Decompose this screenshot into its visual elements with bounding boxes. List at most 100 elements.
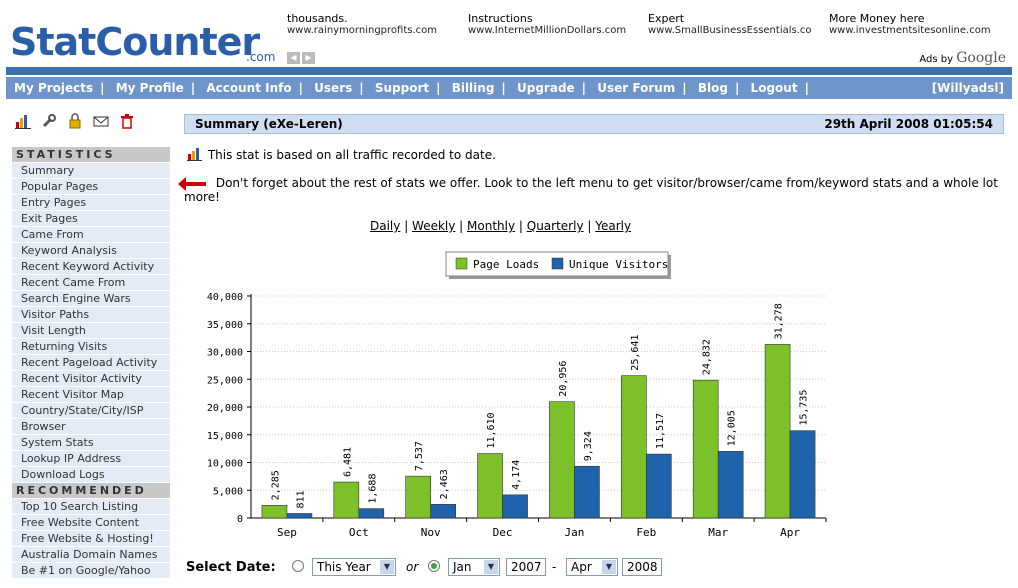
sidebar-item-popular-pages[interactable]: Popular Pages — [12, 179, 170, 194]
period-monthly[interactable]: Monthly — [467, 219, 516, 233]
bar-chart-icon[interactable] — [15, 113, 31, 129]
sidebar-item-lookup-ip-address[interactable]: Lookup IP Address — [12, 451, 170, 466]
sidebar-item-browser[interactable]: Browser — [12, 419, 170, 434]
nav-users[interactable]: Users — [314, 81, 353, 95]
x-tick-label: Nov — [421, 526, 441, 539]
nav-upgrade[interactable]: Upgrade — [517, 81, 575, 95]
statcounter-logo[interactable]: StatCounter .com — [10, 20, 280, 70]
period-quarterly[interactable]: Quarterly — [526, 219, 584, 233]
sidebar-item-download-logs[interactable]: Download Logs — [12, 467, 170, 482]
y-tick-label: 25,000 — [207, 375, 243, 386]
trash-icon[interactable] — [119, 113, 135, 129]
bar-unique-visitors — [502, 494, 528, 519]
ad-4[interactable]: More Money here www.investmentsitesonlin… — [829, 12, 1018, 36]
sidebar-item-visit-length[interactable]: Visit Length — [12, 323, 170, 338]
bar-page-loads — [621, 375, 647, 519]
ad-3[interactable]: Expert www.SmallBusinessEssentials.co — [648, 12, 838, 36]
bar-value-label: 811 — [295, 490, 306, 508]
sidebar-item-returning-visits[interactable]: Returning Visits — [12, 339, 170, 354]
bar-value-label: 24,832 — [702, 339, 713, 375]
recommended-item-top-10-search-listing[interactable]: Top 10 Search Listing — [12, 499, 170, 514]
sidebar-item-recent-visitor-activity[interactable]: Recent Visitor Activity — [12, 371, 170, 386]
sidebar-item-search-engine-wars[interactable]: Search Engine Wars — [12, 291, 170, 306]
sidebar-item-entry-pages[interactable]: Entry Pages — [12, 195, 170, 210]
ad-4-url[interactable]: www.investmentsitesonline.com — [829, 25, 991, 36]
google-label: Google — [956, 50, 1006, 66]
nav-blog[interactable]: Blog — [697, 81, 728, 95]
lock-icon[interactable] — [67, 113, 83, 129]
legend-swatch — [551, 257, 564, 270]
recommended-item-free-website-hosting[interactable]: Free Website & Hosting! — [12, 531, 170, 546]
bar-value-label: 2,285 — [270, 470, 281, 500]
chevron-down-icon: ▼ — [380, 560, 394, 574]
next-ad-icon[interactable]: ▶ — [302, 52, 315, 64]
bar-value-label: 2,463 — [439, 469, 450, 499]
preset-select[interactable]: This Year ▼ — [312, 558, 396, 576]
ad-2-url[interactable]: www.InternetMillionDollars.com — [468, 25, 627, 36]
recommended-item-australia-domain-names[interactable]: Australia Domain Names — [12, 547, 170, 562]
sidebar-item-keyword-analysis[interactable]: Keyword Analysis — [12, 243, 170, 258]
sidebar-item-summary[interactable]: Summary — [12, 163, 170, 178]
envelope-icon[interactable] — [93, 113, 109, 129]
top-accent-bar — [6, 67, 1012, 75]
nav-account-info[interactable]: Account Info — [206, 81, 292, 95]
preset-radio[interactable] — [292, 560, 304, 572]
sidebar-item-recent-came-from[interactable]: Recent Came From — [12, 275, 170, 290]
period-weekly[interactable]: Weekly — [412, 219, 456, 233]
to-year-field[interactable]: 2008 — [622, 558, 662, 576]
ad-3-url[interactable]: www.SmallBusinessEssentials.co — [648, 25, 812, 36]
x-tick-label: Sep — [277, 526, 297, 539]
date-selector: Select Date: This Year ▼ or Jan ▼ 2007 -… — [186, 556, 1016, 580]
sidebar-item-recent-pageload-activity[interactable]: Recent Pageload Activity — [12, 355, 170, 370]
bar-unique-visitors — [717, 451, 744, 519]
bar-value-label: 11,610 — [486, 412, 497, 448]
ads-by-google[interactable]: Ads by Google — [919, 50, 1006, 66]
period-links: Daily | Weekly | Monthly | Quarterly | Y… — [370, 219, 632, 233]
nav-my-profile[interactable]: My Profile — [115, 81, 184, 95]
nav-user-forum[interactable]: User Forum — [597, 81, 676, 95]
x-tick-label: Oct — [349, 526, 369, 539]
prev-ad-icon[interactable]: ◀ — [287, 52, 300, 64]
sidebar-item-visitor-paths[interactable]: Visitor Paths — [12, 307, 170, 322]
nav-billing[interactable]: Billing — [451, 81, 495, 95]
wrench-icon[interactable] — [41, 113, 57, 129]
nav-username[interactable]: [Willyadsl] — [931, 81, 1004, 95]
sidebar-item-system-stats[interactable]: System Stats — [12, 435, 170, 450]
nav-logout[interactable]: Logout — [750, 81, 798, 95]
recommended-header: RECOMMENDED — [12, 483, 170, 498]
traffic-note: This stat is based on all traffic record… — [186, 147, 496, 162]
sidebar-item-country-state-city-isp[interactable]: Country/State/City/ISP — [12, 403, 170, 418]
ad-arrows[interactable]: ◀ ▶ — [287, 52, 315, 64]
from-year-field[interactable]: 2007 — [506, 558, 546, 576]
range-dash: - — [552, 560, 557, 574]
logo-text: StatCounter — [10, 20, 260, 64]
ad-2[interactable]: Instructions www.InternetMillionDollars.… — [468, 12, 658, 36]
menu-note: Don't forget about the rest of stats we … — [178, 176, 1004, 204]
to-month-select[interactable]: Apr ▼ — [566, 558, 618, 576]
sidebar-item-came-from[interactable]: Came From — [12, 227, 170, 242]
preset-value: This Year — [317, 560, 371, 574]
legend-label: Page Loads — [473, 258, 539, 271]
ad-1-url[interactable]: www.rainymorningprofits.com — [287, 25, 437, 36]
bar-unique-visitors — [574, 465, 600, 519]
ad-3-text: Expert — [648, 12, 685, 25]
sidebar-item-exit-pages[interactable]: Exit Pages — [12, 211, 170, 226]
period-yearly[interactable]: Yearly — [595, 219, 632, 233]
sidebar: STATISTICS Summary Popular Pages Entry Pag… — [12, 147, 170, 579]
ads-by-label: Ads by — [919, 54, 954, 65]
sidebar-item-recent-visitor-map[interactable]: Recent Visitor Map — [12, 387, 170, 402]
from-month-select[interactable]: Jan ▼ — [448, 558, 500, 576]
y-tick-label: 10,000 — [207, 459, 243, 470]
recommended-item-free-website-content[interactable]: Free Website Content — [12, 515, 170, 530]
bar-value-label: 31,278 — [774, 303, 785, 339]
ad-1[interactable]: thousands. www.rainymorningprofits.com — [287, 12, 477, 36]
recommended-item-be-1-on-google-yahoo[interactable]: Be #1 on Google/Yahoo — [12, 563, 170, 578]
to-month-value: Apr — [571, 560, 592, 574]
period-daily[interactable]: Daily — [370, 219, 401, 233]
nav-support[interactable]: Support — [374, 81, 430, 95]
nav-my-projects[interactable]: My Projects — [14, 81, 94, 95]
range-radio[interactable] — [428, 560, 440, 572]
summary-title: Summary (eXe-Leren) — [195, 117, 343, 131]
y-tick-label: 40,000 — [207, 292, 243, 303]
sidebar-item-recent-keyword-activity[interactable]: Recent Keyword Activity — [12, 259, 170, 274]
